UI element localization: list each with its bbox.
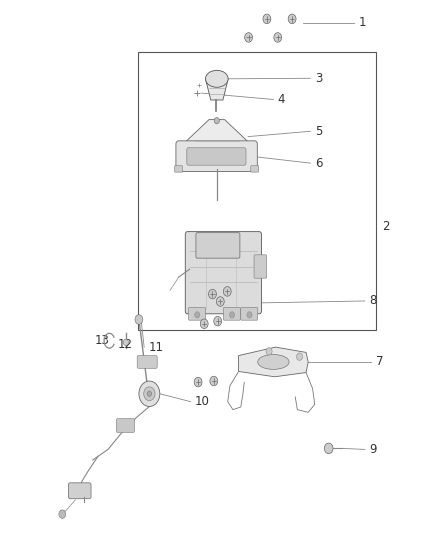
Circle shape xyxy=(147,391,152,397)
Circle shape xyxy=(214,117,219,124)
FancyBboxPatch shape xyxy=(187,148,246,165)
FancyBboxPatch shape xyxy=(116,419,134,432)
Text: 11: 11 xyxy=(148,341,163,353)
Circle shape xyxy=(214,317,222,326)
Circle shape xyxy=(297,353,303,360)
Text: 2: 2 xyxy=(382,220,390,233)
Text: 13: 13 xyxy=(95,334,110,347)
Circle shape xyxy=(247,312,252,318)
Text: 1: 1 xyxy=(358,16,366,29)
Text: 8: 8 xyxy=(369,294,377,308)
Circle shape xyxy=(208,289,216,299)
Polygon shape xyxy=(185,119,248,147)
Circle shape xyxy=(139,381,160,407)
Circle shape xyxy=(59,510,66,519)
Circle shape xyxy=(245,33,253,42)
Ellipse shape xyxy=(258,354,289,369)
Text: 5: 5 xyxy=(315,125,322,138)
Circle shape xyxy=(200,319,208,328)
Text: 10: 10 xyxy=(195,395,210,408)
Circle shape xyxy=(216,297,224,306)
Circle shape xyxy=(274,33,282,42)
Circle shape xyxy=(194,312,200,318)
Circle shape xyxy=(324,443,333,454)
FancyBboxPatch shape xyxy=(241,308,258,320)
FancyBboxPatch shape xyxy=(251,166,258,172)
Circle shape xyxy=(194,377,202,387)
FancyBboxPatch shape xyxy=(223,308,240,320)
Circle shape xyxy=(288,14,296,23)
Text: 12: 12 xyxy=(118,338,133,351)
Circle shape xyxy=(263,14,271,23)
Text: 9: 9 xyxy=(369,443,377,456)
Text: 3: 3 xyxy=(315,72,322,85)
Circle shape xyxy=(266,348,272,355)
Circle shape xyxy=(123,339,128,345)
Circle shape xyxy=(144,387,155,401)
Circle shape xyxy=(223,287,231,296)
Text: 7: 7 xyxy=(376,356,383,368)
FancyBboxPatch shape xyxy=(196,233,240,258)
Ellipse shape xyxy=(205,70,228,87)
FancyBboxPatch shape xyxy=(137,356,157,368)
FancyBboxPatch shape xyxy=(188,308,205,320)
FancyBboxPatch shape xyxy=(68,483,91,499)
Bar xyxy=(138,52,376,330)
Circle shape xyxy=(210,376,218,386)
Circle shape xyxy=(135,315,143,324)
FancyBboxPatch shape xyxy=(176,141,257,172)
Polygon shape xyxy=(239,347,308,377)
Circle shape xyxy=(230,312,235,318)
Polygon shape xyxy=(205,79,228,100)
Text: 4: 4 xyxy=(278,93,285,106)
Text: 6: 6 xyxy=(315,157,322,169)
FancyBboxPatch shape xyxy=(175,166,183,172)
FancyBboxPatch shape xyxy=(185,232,261,314)
FancyBboxPatch shape xyxy=(254,255,267,278)
